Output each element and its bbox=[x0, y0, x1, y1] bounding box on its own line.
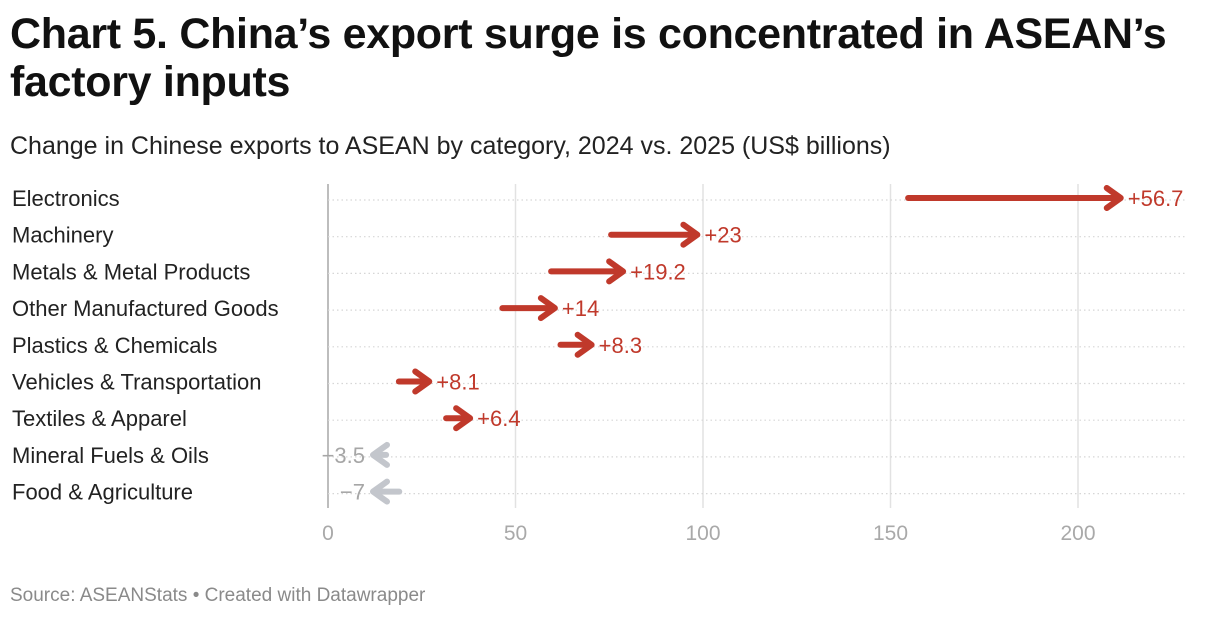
source-note: Source: ASEANStats • Created with Datawr… bbox=[10, 585, 426, 606]
category-label: Food & Agriculture bbox=[12, 480, 193, 505]
x-tick-label: 200 bbox=[1060, 522, 1095, 545]
value-label: +8.3 bbox=[599, 333, 642, 358]
arrow-head bbox=[412, 368, 433, 395]
value-label: +8.1 bbox=[436, 370, 479, 395]
value-label: +56.7 bbox=[1128, 186, 1184, 211]
x-tick-label: 0 bbox=[322, 522, 334, 545]
category-label: Textiles & Apparel bbox=[12, 406, 187, 431]
increase-arrow bbox=[499, 295, 558, 322]
arrow-head bbox=[574, 331, 595, 358]
arrow-head bbox=[606, 258, 627, 285]
decrease-arrow bbox=[370, 441, 390, 468]
increase-arrow bbox=[548, 258, 627, 285]
category-label: Machinery bbox=[12, 223, 113, 248]
arrow-head bbox=[370, 441, 390, 468]
x-tick-label: 150 bbox=[873, 522, 908, 545]
increase-arrow bbox=[608, 221, 701, 248]
mark-layer: +56.7 +23 +19.2 +14+8.3 +8.1 +6.4 −3.5 −7 bbox=[322, 185, 1184, 505]
arrow-head bbox=[1103, 185, 1124, 211]
increase-arrow bbox=[905, 185, 1124, 211]
decrease-arrow bbox=[370, 478, 403, 505]
arrow-head bbox=[453, 405, 474, 432]
category-label: Electronics bbox=[12, 186, 120, 211]
value-label: +6.4 bbox=[477, 406, 520, 431]
value-label: −3.5 bbox=[322, 443, 365, 468]
category-label: Metals & Metal Products bbox=[12, 259, 250, 284]
arrow-head bbox=[680, 221, 701, 248]
category-label: Mineral Fuels & Oils bbox=[12, 443, 209, 468]
value-label: +14 bbox=[562, 296, 599, 321]
increase-arrow bbox=[443, 405, 474, 432]
category-label: Plastics & Chemicals bbox=[12, 333, 217, 358]
row-layer: Electronics Machinery Metals & Metal Produ… bbox=[12, 186, 1186, 505]
grid-layer: 0 50 100 150 200 bbox=[322, 184, 1096, 545]
value-label: +23 bbox=[704, 223, 741, 248]
category-label: Other Manufactured Goods bbox=[12, 296, 279, 321]
chart-subtitle: Change in Chinese exports to ASEAN by ca… bbox=[10, 132, 891, 160]
arrow-chart: 0 50 100 150 200 Electronics Machinery Metals … bbox=[12, 184, 1186, 545]
chart-title: Chart 5. China’s export surge is concent… bbox=[10, 10, 1167, 106]
increase-arrow bbox=[557, 331, 595, 358]
x-tick-label: 50 bbox=[504, 522, 527, 545]
category-label: Vehicles & Transportation bbox=[12, 370, 261, 395]
increase-arrow bbox=[395, 368, 433, 395]
value-label: +19.2 bbox=[630, 259, 686, 284]
value-label: −7 bbox=[340, 480, 365, 505]
arrow-head bbox=[370, 478, 390, 505]
x-tick-label: 100 bbox=[685, 522, 720, 545]
arrow-head bbox=[537, 295, 558, 322]
